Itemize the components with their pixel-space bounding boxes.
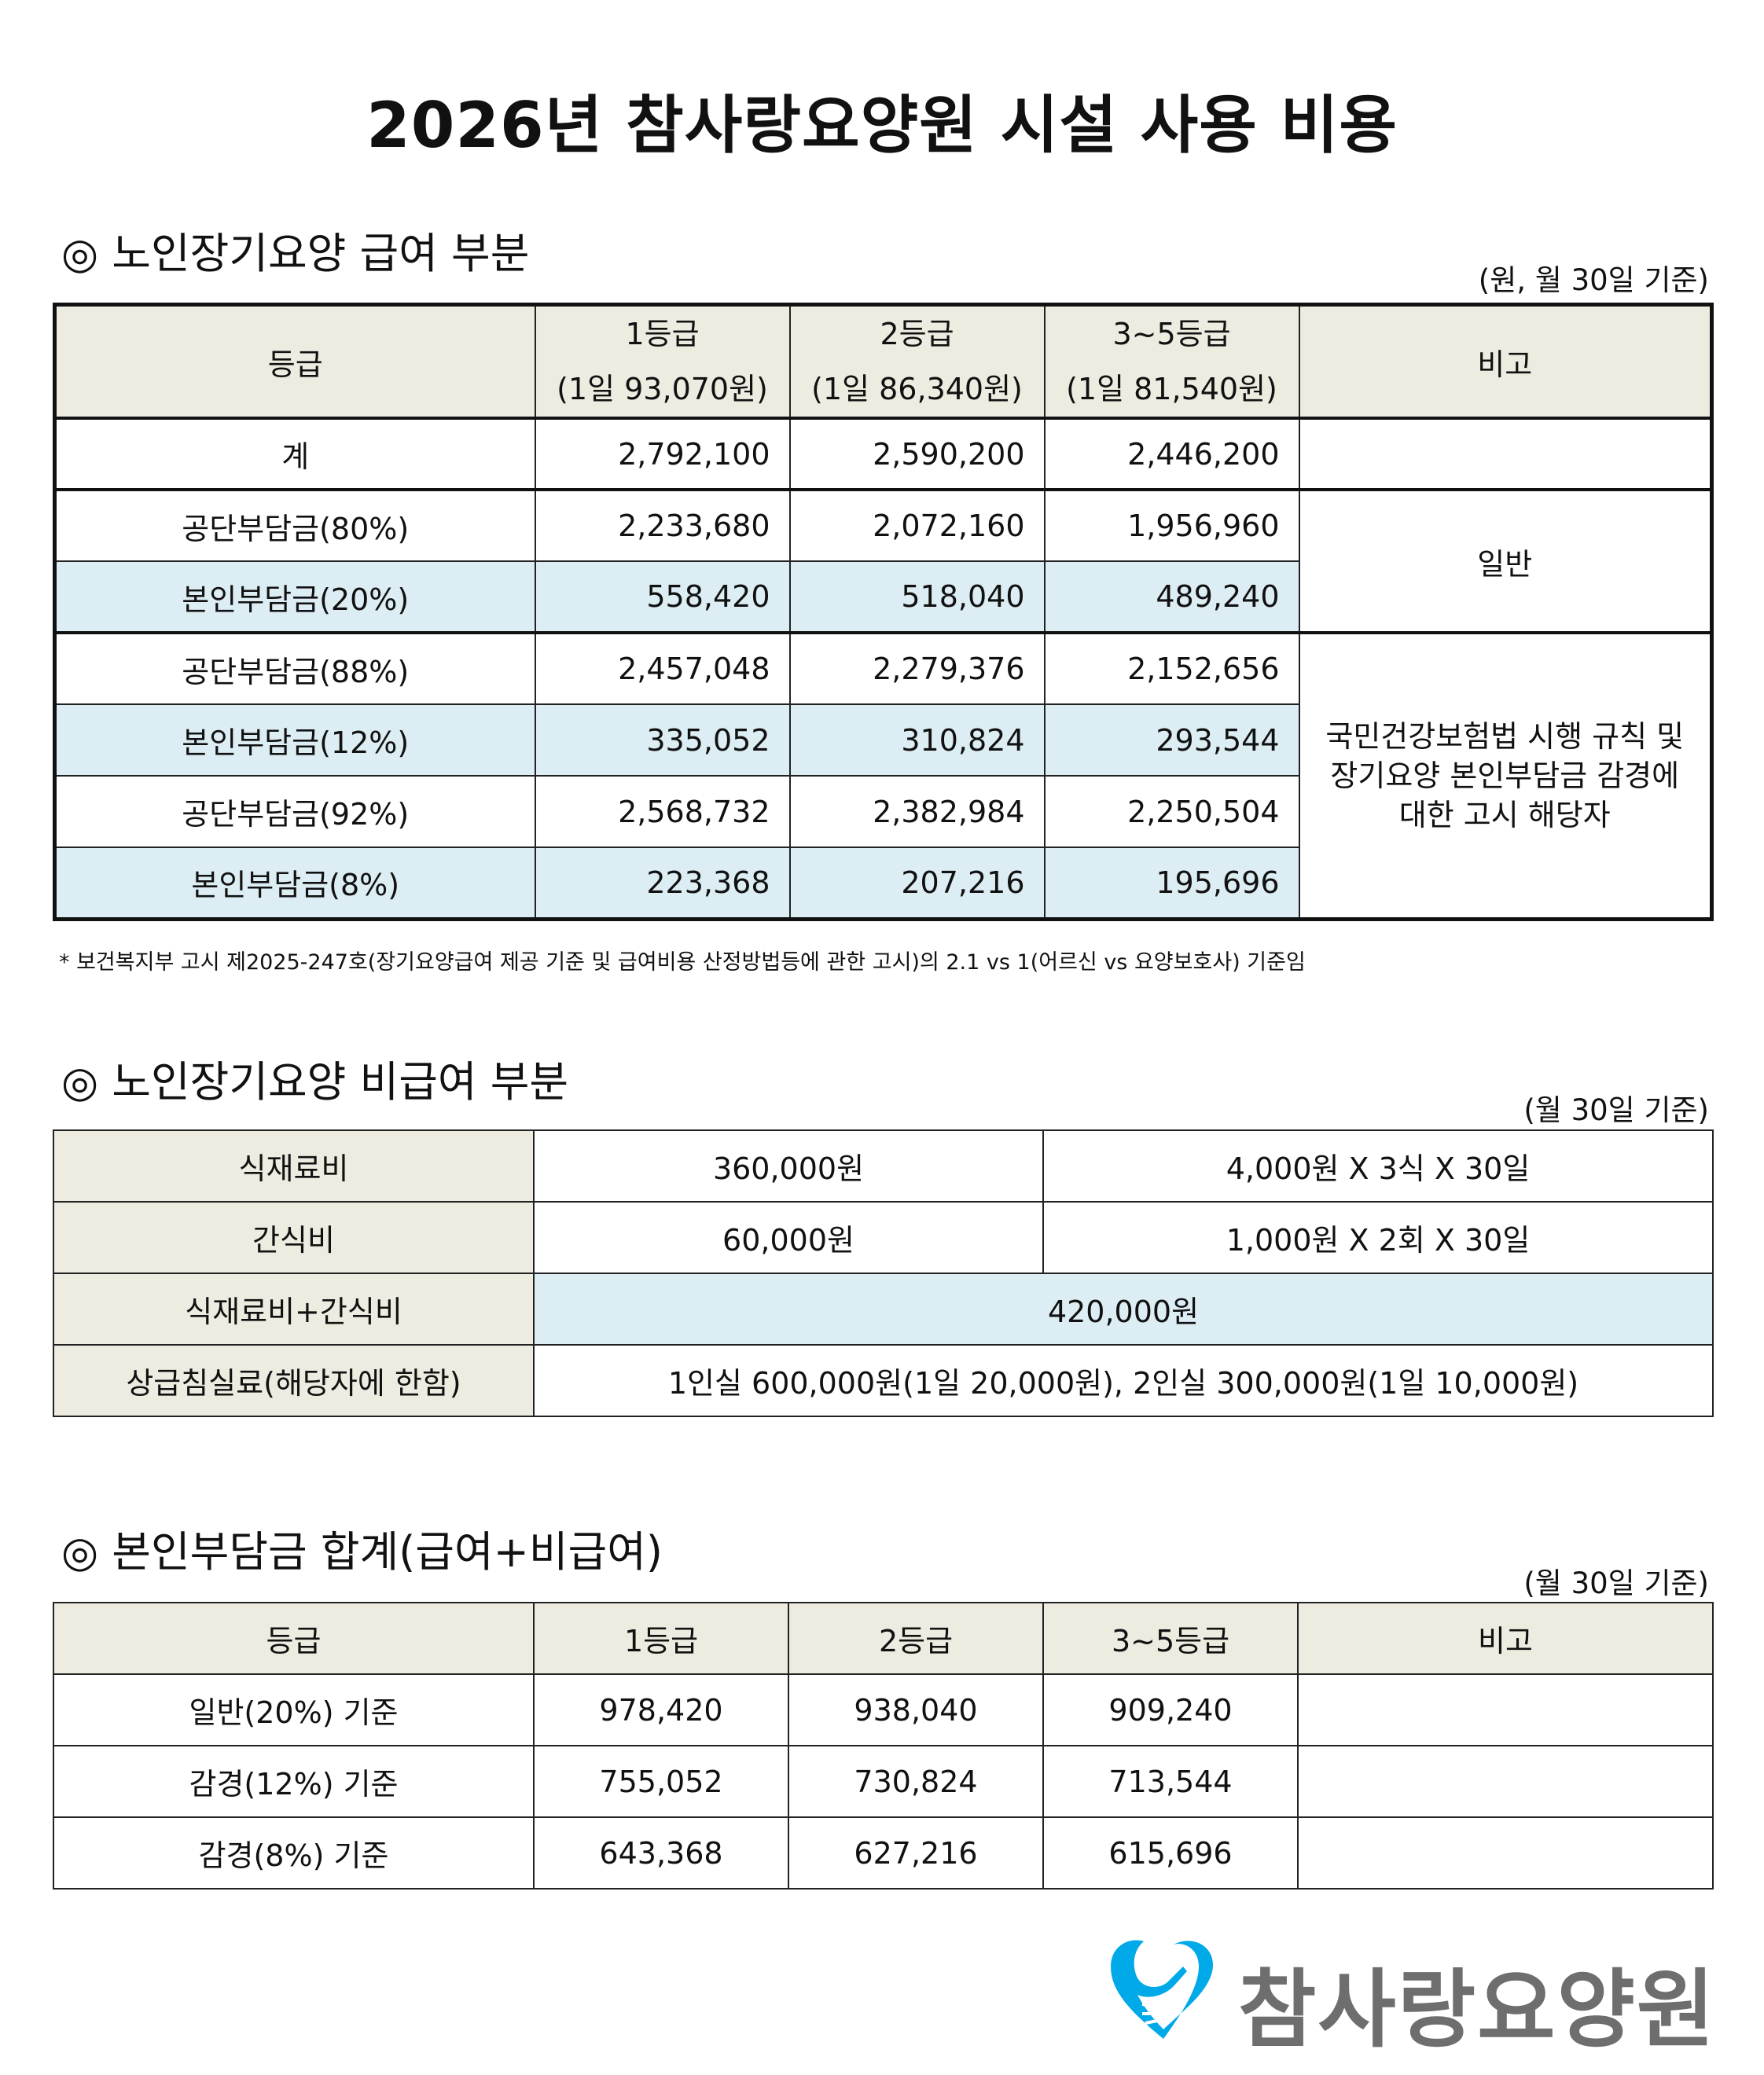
cell-value: 755,052: [533, 1745, 789, 1818]
cell-value: 489,240: [1043, 560, 1300, 634]
section-heading-total: ◎ 본인부담금 합계(급여+비급여): [61, 1527, 663, 1577]
cell-value: 518,040: [788, 560, 1046, 634]
grade-label: 2등급: [880, 317, 954, 351]
header-cell: 3~5등급: [1042, 1602, 1299, 1675]
remarks-cell: [1297, 1745, 1714, 1818]
header-grade-2: 2등급 (1일 86,340원): [788, 303, 1046, 419]
cell-value: 978,420: [533, 1673, 789, 1746]
table-row: 계 2,792,100 2,590,200 2,446,200: [53, 417, 1713, 490]
table-row: 상급침실료(해당자에 한함) 1인실 600,000원(1일 20,000원), …: [53, 1344, 1714, 1417]
table-row: 공단부담금(88%) 2,457,048 2,279,376 2,152,656…: [53, 631, 1713, 920]
row-label: 본인부담금(8%): [53, 847, 536, 920]
heart-hands-icon: [1111, 1940, 1213, 2039]
cell-value: 2,279,376: [788, 631, 1046, 705]
section-heading-non-benefits: ◎ 노인장기요양 비급여 부분: [61, 1057, 569, 1107]
header-cell: 비고: [1297, 1602, 1714, 1675]
table-row: 감경(12%) 기준 755,052 730,824 713,544: [53, 1745, 1714, 1818]
cell-amount: 1인실 600,000원(1일 20,000원), 2인실 300,000원(1…: [533, 1344, 1714, 1417]
cell-value: 938,040: [788, 1673, 1044, 1746]
grade-label: 3~5등급: [1112, 317, 1231, 351]
header-grade: 등급: [53, 303, 536, 419]
cell-value: 223,368: [534, 847, 791, 920]
header-remarks: 비고: [1298, 303, 1713, 419]
row-label: 식재료비: [53, 1129, 535, 1203]
cell-value: 2,590,200: [788, 417, 1046, 490]
unit-note: (월 30일 기준): [1523, 1093, 1709, 1127]
row-label: 공단부담금(88%): [53, 631, 536, 705]
table-header: 등급 1등급 2등급 3~5등급 비고: [53, 1602, 1714, 1675]
row-label: 공단부담금(80%): [53, 488, 536, 562]
cell-value: 615,696: [1042, 1816, 1299, 1890]
cell-calc: 4,000원 X 3식 X 30일: [1042, 1129, 1714, 1203]
cell-value: 2,568,732: [534, 775, 791, 848]
remarks-reduced: 국민건강보험법 시행 규칙 및 장기요양 본인부담금 감경에 대한 고시 해당자: [1298, 631, 1713, 920]
cell-amount: 60,000원: [533, 1201, 1044, 1274]
remarks-cell: [1297, 1673, 1714, 1746]
cell-value: 643,368: [533, 1816, 789, 1890]
cell-value: 2,250,504: [1043, 775, 1300, 848]
cell-value: 730,824: [788, 1745, 1044, 1818]
remarks-cell: [1297, 1816, 1714, 1890]
cell-value: 310,824: [788, 703, 1046, 777]
daily-rate: (1일 86,340원): [811, 372, 1023, 406]
row-label: 감경(12%) 기준: [53, 1745, 535, 1818]
header-grade-1: 1등급 (1일 93,070원): [534, 303, 791, 419]
cell-calc: 1,000원 X 2회 X 30일: [1042, 1201, 1714, 1274]
cell-value: 2,233,680: [534, 488, 791, 562]
remarks-general: 일반: [1298, 488, 1713, 634]
logo-text: 참사랑요양원: [1238, 1961, 1717, 2059]
row-label: 감경(8%) 기준: [53, 1816, 535, 1890]
cell-amount: 360,000원: [533, 1129, 1044, 1203]
cell-value: 2,382,984: [788, 775, 1046, 848]
row-label: 간식비: [53, 1201, 535, 1274]
table-row: 식재료비+간식비 420,000원: [53, 1273, 1714, 1346]
cell-value: 2,457,048: [534, 631, 791, 705]
non-benefit-cost-table: 식재료비 360,000원 4,000원 X 3식 X 30일 간식비 60,000원…: [53, 1129, 1714, 1417]
benefit-cost-table: 등급 1등급 (1일 93,070원) 2등급 (1일 86,340원) 3~5등급…: [53, 303, 1714, 921]
cell-value: 909,240: [1042, 1673, 1299, 1746]
cell-value: 1,956,960: [1043, 488, 1300, 562]
cell-value: 2,446,200: [1043, 417, 1300, 490]
row-label: 상급침실료(해당자에 한함): [53, 1344, 535, 1417]
table-row: 감경(8%) 기준 643,368 627,216 615,696: [53, 1816, 1714, 1890]
table-row: 공단부담금(92%) 2,568,732 2,382,984 2,250,504: [53, 775, 1712, 848]
cell-value: 335,052: [534, 703, 791, 777]
table-row: 공단부담금(80%) 2,233,680 2,072,160 1,956,960…: [53, 488, 1713, 634]
header-cell: 1등급: [533, 1602, 789, 1675]
daily-rate: (1일 93,070원): [557, 372, 768, 406]
row-label: 식재료비+간식비: [53, 1273, 535, 1346]
cell-value: 293,544: [1043, 703, 1300, 777]
table-row: 식재료비 360,000원 4,000원 X 3식 X 30일: [53, 1129, 1714, 1203]
cell-value: 2,072,160: [788, 488, 1046, 562]
cell-value: 558,420: [534, 560, 791, 634]
cell-value: 2,792,100: [534, 417, 791, 490]
cell-value: 195,696: [1043, 847, 1300, 920]
footnote: * 보건복지부 고시 제2025-247호(장기요양급여 제공 기준 및 급여비…: [59, 950, 1306, 975]
daily-rate: (1일 81,540원): [1066, 372, 1277, 406]
row-label: 일반(20%) 기준: [53, 1673, 535, 1746]
grade-label: 1등급: [625, 317, 700, 351]
cell-value: 627,216: [788, 1816, 1044, 1890]
cell-value: 207,216: [788, 847, 1046, 920]
remarks-cell: [1298, 417, 1713, 490]
total-cost-table: 등급 1등급 2등급 3~5등급 비고 일반(20%) 기준 978,420 938…: [53, 1602, 1714, 1890]
header-cell: 2등급: [788, 1602, 1044, 1675]
logo: 참사랑요양원: [1104, 1935, 1718, 2059]
cell-value: 713,544: [1042, 1745, 1299, 1818]
row-label: 공단부담금(92%): [53, 775, 536, 848]
unit-note: (월 30일 기준): [1523, 1566, 1709, 1600]
row-label: 본인부담금(20%): [53, 560, 536, 634]
header-grade-3-5: 3~5등급 (1일 81,540원): [1043, 303, 1300, 419]
row-label: 본인부담금(12%): [53, 703, 536, 777]
table-row: 간식비 60,000원 1,000원 X 2회 X 30일: [53, 1201, 1714, 1274]
section-heading-benefits: ◎ 노인장기요양 급여 부분: [61, 229, 530, 278]
row-label: 계: [53, 417, 536, 490]
header-cell: 등급: [53, 1602, 535, 1675]
table-row: 일반(20%) 기준 978,420 938,040 909,240: [53, 1673, 1714, 1746]
cell-value: 2,152,656: [1043, 631, 1300, 705]
page-title: 2026년 참사랑요양원 시설 사용 비용: [366, 89, 1398, 162]
unit-note: (원, 월 30일 기준): [1478, 263, 1709, 297]
cell-amount: 420,000원: [533, 1273, 1714, 1346]
